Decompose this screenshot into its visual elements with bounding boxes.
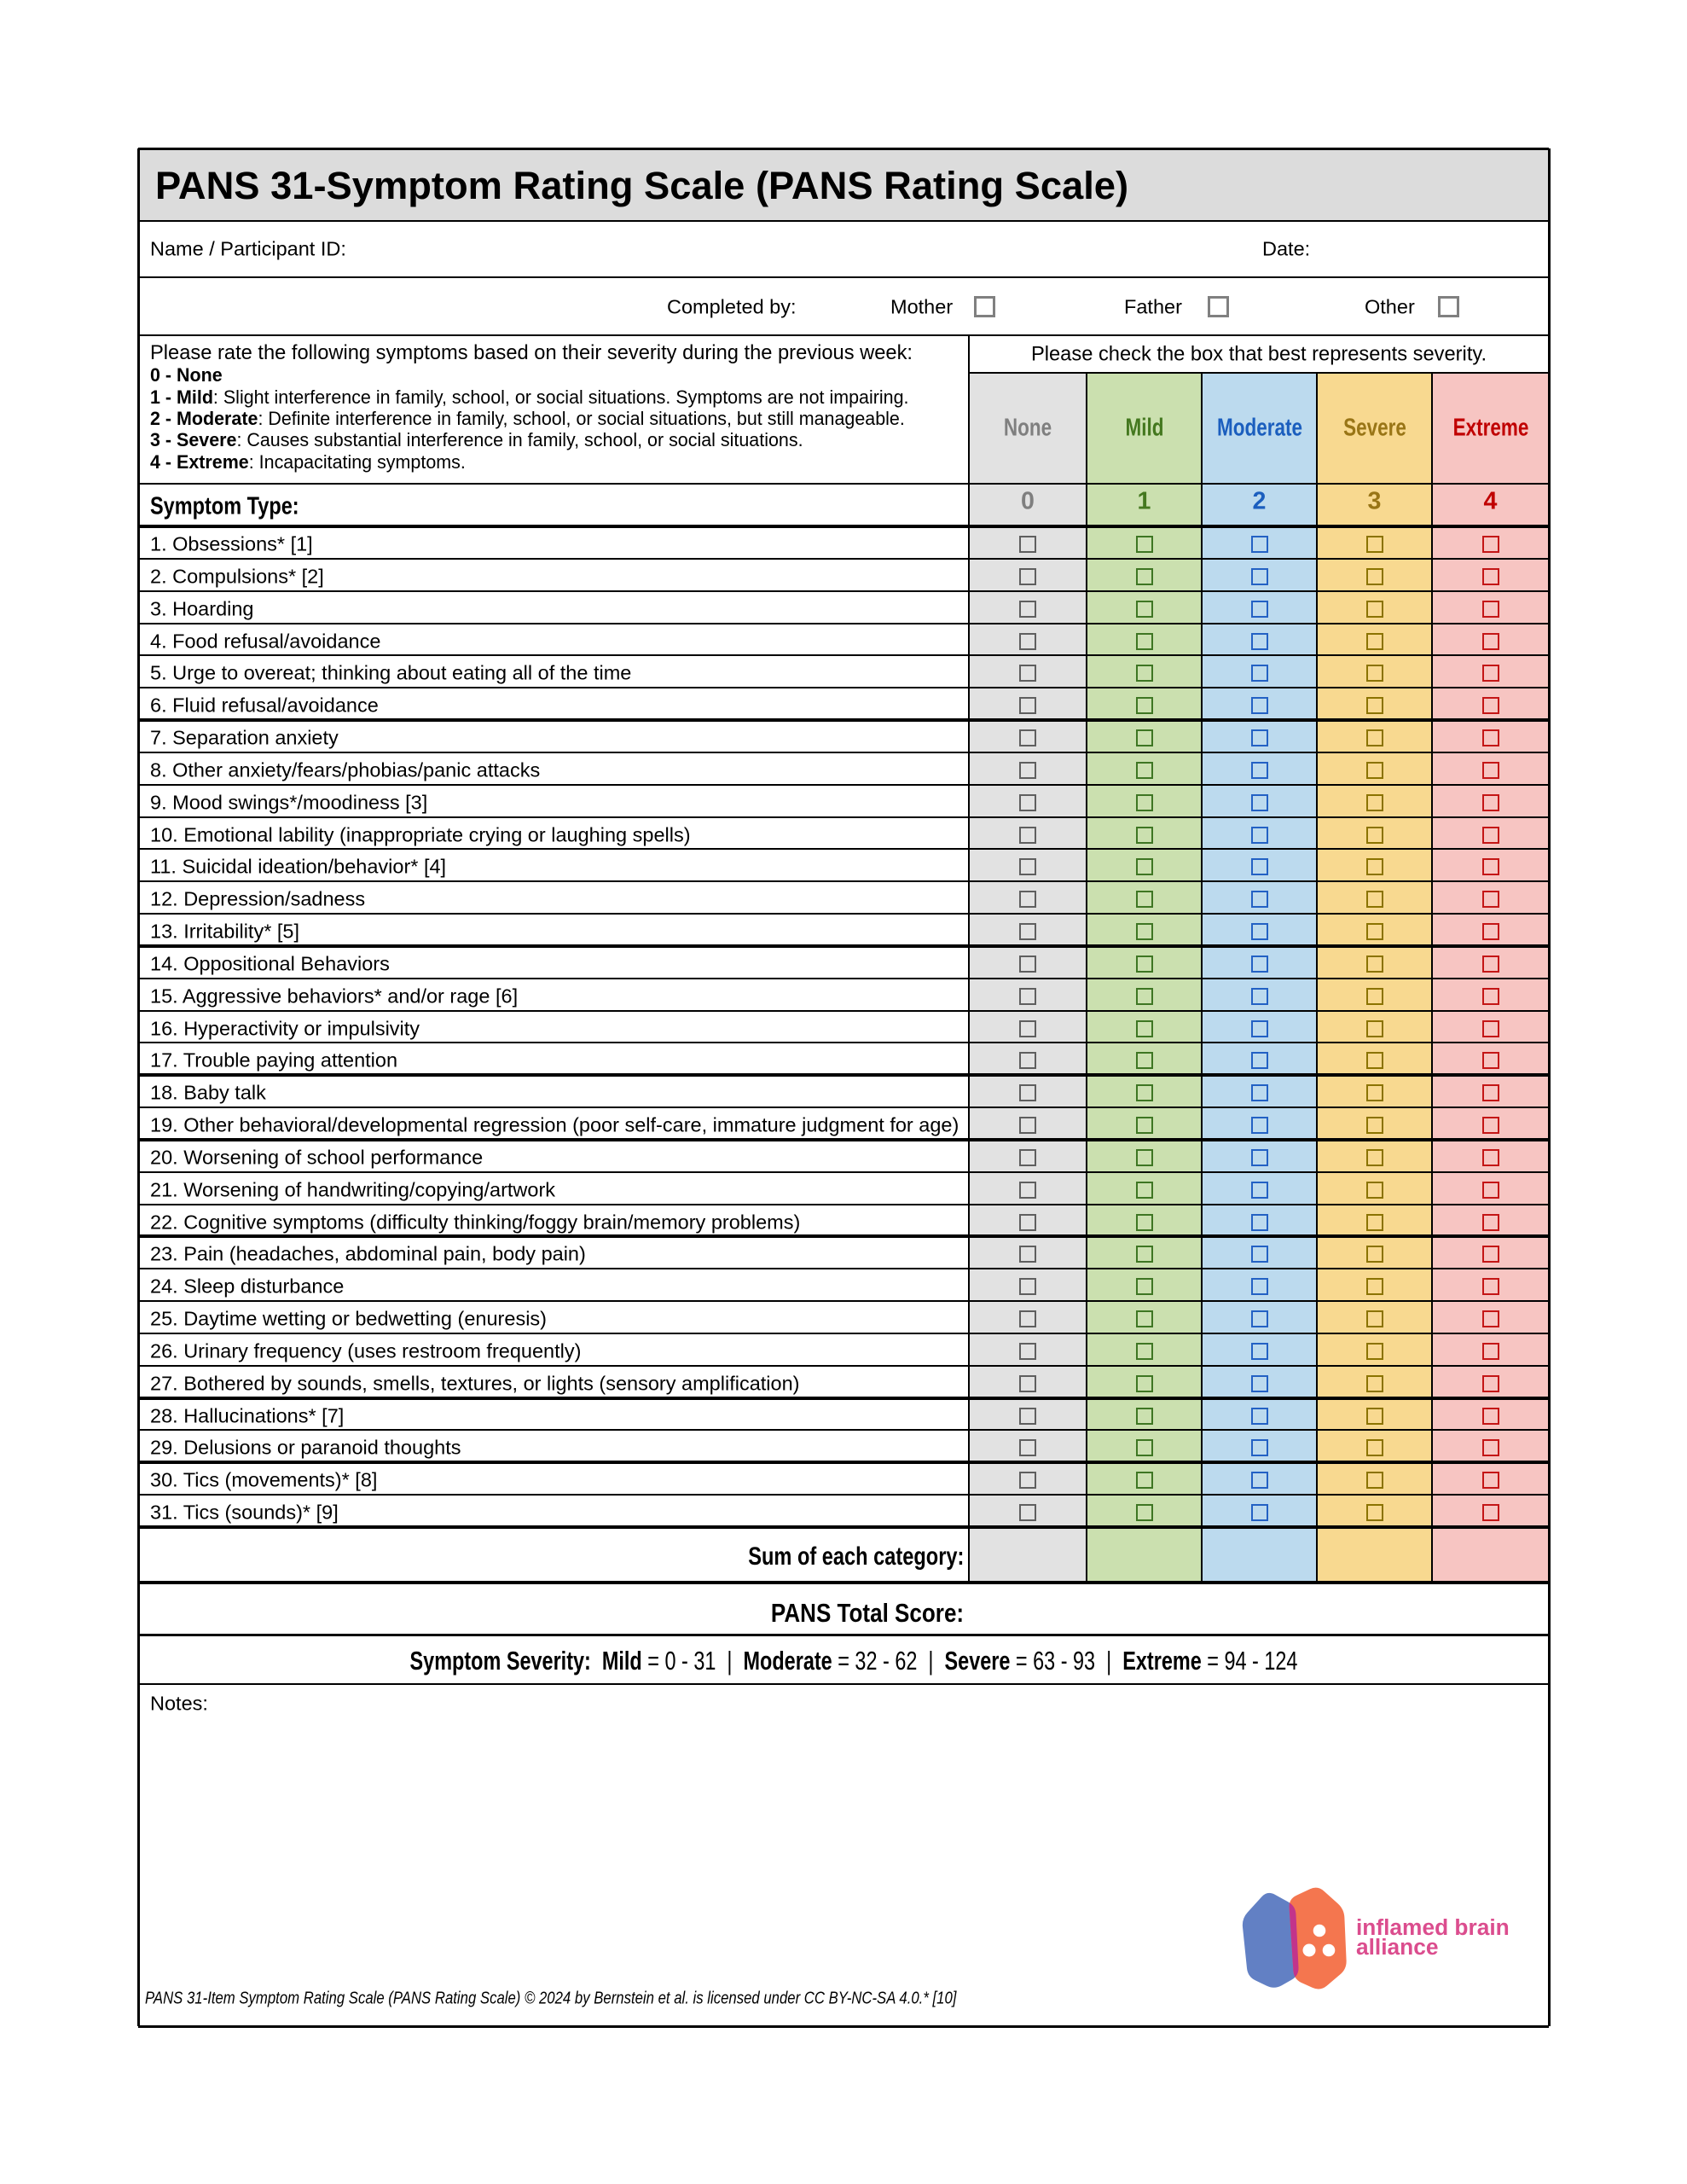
svg-text:inflamed brain: inflamed brain	[1356, 1914, 1510, 1940]
svg-text:alliance: alliance	[1356, 1934, 1438, 1960]
